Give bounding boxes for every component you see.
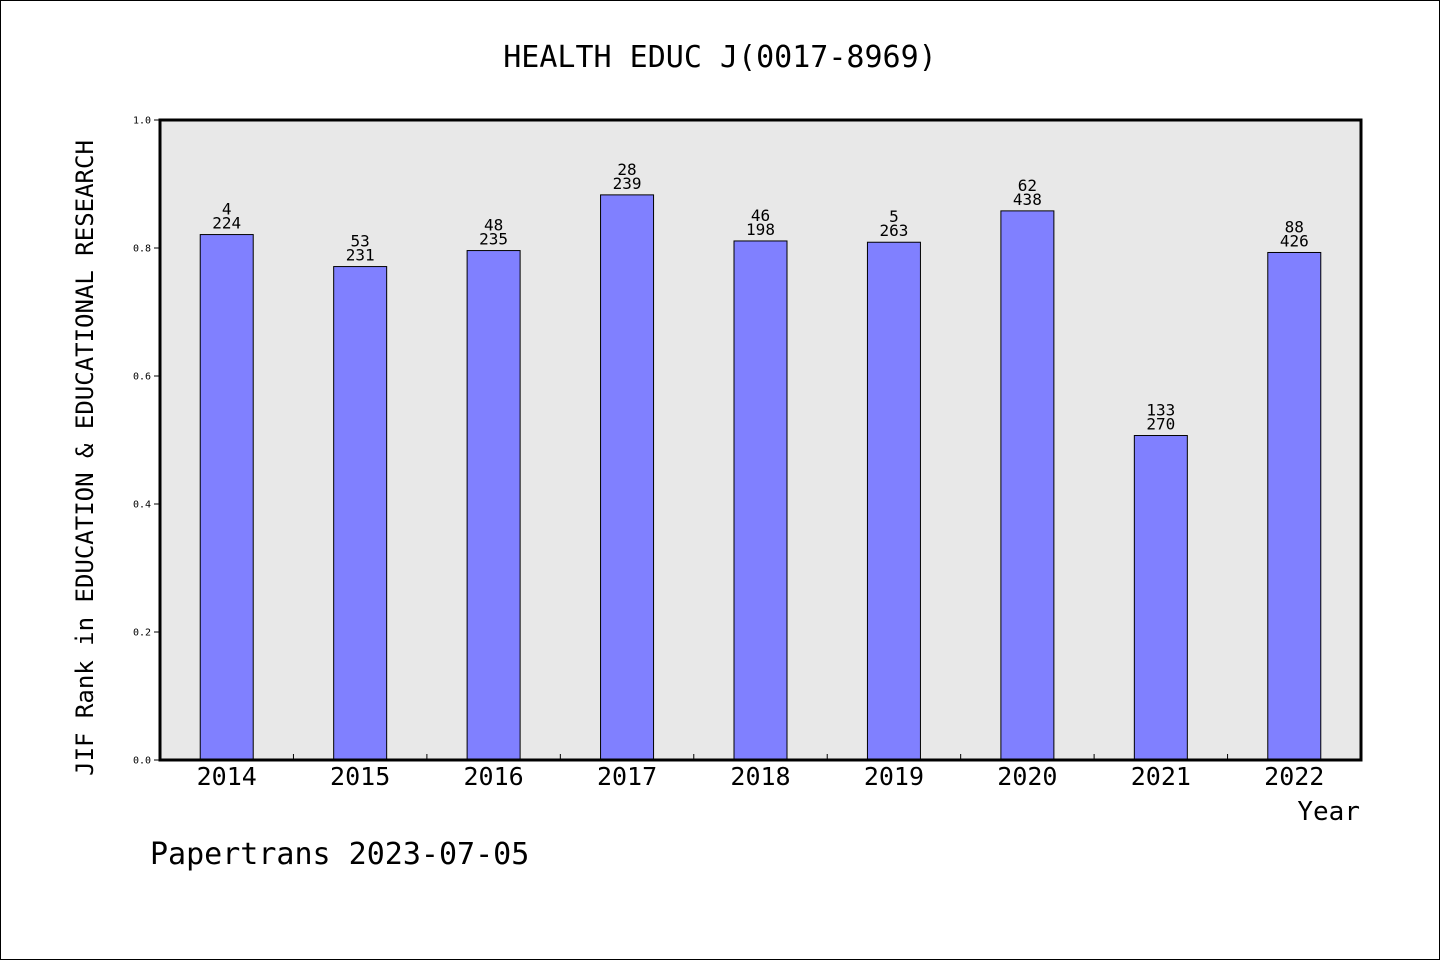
bars	[199, 194, 1322, 761]
bar-total-label: 239	[613, 174, 642, 193]
y-tick-label: 0.6	[133, 372, 151, 383]
bar-total-label: 270	[1146, 415, 1175, 434]
x-tick-label: 2014	[197, 762, 257, 791]
y-axis: 0.0 0.2 0.4 0.6 0.8 1.0	[133, 116, 160, 767]
bar-2014	[199, 234, 254, 761]
x-axis: 2014 2015 2016 2017 2018 2019 2020 2021 2022	[197, 754, 1324, 791]
footer-text: Papertrans 2023-07-05	[150, 837, 529, 872]
bar-2019	[866, 241, 921, 761]
bar-rank-label: 46	[751, 206, 770, 225]
x-tick-label: 2020	[997, 762, 1057, 791]
y-tick-label: 0.0	[133, 756, 151, 767]
x-tick-label: 2016	[464, 762, 524, 791]
x-axis-label: Year	[1297, 797, 1360, 827]
bar-2021	[1133, 435, 1188, 761]
plot-border	[158, 118, 1363, 762]
bar-2022	[1267, 251, 1322, 761]
bar-rank-label: 62	[1018, 176, 1037, 195]
bar-2017	[600, 194, 655, 761]
y-tick-label: 0.2	[133, 628, 151, 639]
bar-rank-label: 88	[1285, 217, 1304, 236]
bar-rank-label: 28	[617, 160, 636, 179]
bar-2018	[733, 240, 788, 761]
bar-rank-label: 133	[1146, 401, 1175, 420]
bar-2020	[1000, 210, 1055, 761]
x-tick-label: 2015	[330, 762, 390, 791]
y-tick-label: 1.0	[133, 116, 151, 127]
bar-total-label: 438	[1013, 190, 1042, 209]
bar-total-label: 231	[346, 246, 375, 265]
x-tick-label: 2021	[1131, 762, 1191, 791]
bar-total-label: 235	[479, 230, 508, 249]
bar-rank-label: 4	[222, 200, 232, 219]
y-axis-label: JIF Rank in EDUCATION & EDUCATIONAL RESE…	[71, 140, 99, 776]
chart-title: HEALTH EDUC J(0017-8969)	[503, 40, 936, 75]
bar-total-label: 263	[879, 221, 908, 240]
x-tick-label: 2022	[1264, 762, 1324, 791]
y-tick-label: 0.8	[133, 244, 151, 255]
x-tick-label: 2018	[730, 762, 790, 791]
bar-rank-label: 53	[351, 232, 370, 251]
bar-total-label: 224	[212, 214, 241, 233]
y-tick-label: 0.4	[133, 500, 151, 511]
bar-total-label: 198	[746, 220, 775, 239]
bar-total-label: 426	[1280, 231, 1309, 250]
bar-rank-label: 5	[889, 207, 899, 226]
x-tick-label: 2017	[597, 762, 657, 791]
bar-rank-label: 48	[484, 216, 503, 235]
x-tick-label: 2019	[864, 762, 924, 791]
bar-2015	[333, 266, 388, 761]
bar-2016	[466, 250, 521, 761]
